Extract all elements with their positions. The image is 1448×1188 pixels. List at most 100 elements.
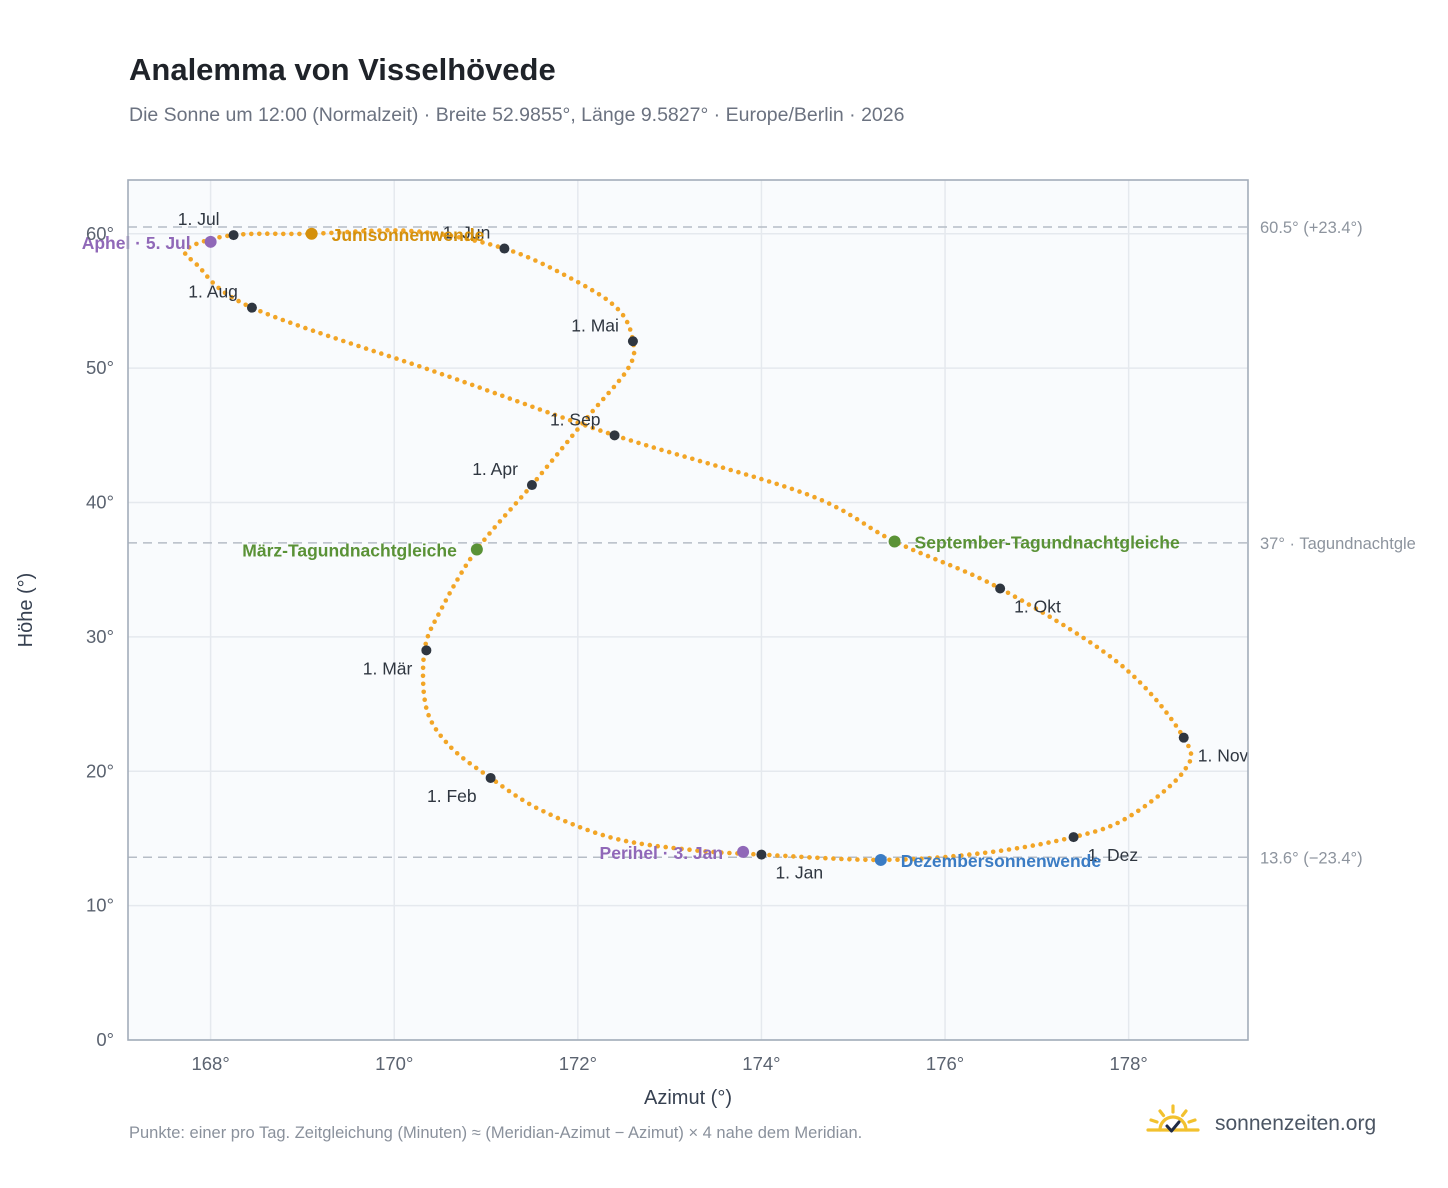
- daily-sun-dot: [472, 238, 478, 243]
- daily-sun-dot: [567, 417, 573, 423]
- daily-sun-dot: [1074, 631, 1080, 636]
- daily-sun-dot: [524, 489, 529, 494]
- y-tick-label: 50°: [86, 357, 114, 378]
- daily-sun-dot: [791, 854, 796, 859]
- analemma-curve: [182, 228, 1194, 863]
- month-marker: [995, 583, 1006, 594]
- daily-sun-dot: [1188, 751, 1194, 756]
- daily-sun-dot: [502, 513, 508, 518]
- daily-sun-dot: [280, 317, 286, 323]
- daily-sun-dot: [848, 512, 853, 518]
- daily-sun-dot: [356, 343, 361, 349]
- daily-sun-dot: [186, 245, 192, 250]
- daily-sun-dot: [982, 850, 988, 856]
- daily-sun-dot: [461, 756, 466, 761]
- event-marker: [874, 853, 887, 866]
- daily-sun-dot: [513, 501, 519, 506]
- daily-sun-dot: [417, 364, 422, 369]
- daily-sun-dot: [596, 292, 602, 297]
- daily-sun-dot: [329, 230, 334, 236]
- daily-sun-dot: [424, 366, 430, 372]
- daily-sun-dot: [482, 537, 487, 542]
- month-label: 1. Jan: [775, 863, 823, 883]
- daily-sun-dot: [492, 525, 498, 530]
- brand[interactable]: sonnenzeiten.org: [1146, 1104, 1406, 1144]
- daily-sun-dot: [417, 229, 422, 234]
- daily-sun-dot: [935, 855, 940, 860]
- daily-sun-dot: [541, 809, 546, 814]
- daily-sun-dot: [462, 379, 467, 385]
- daily-sun-dot: [500, 393, 505, 399]
- daily-sun-dot: [1126, 669, 1131, 674]
- month-marker: [1178, 732, 1189, 743]
- daily-sun-dot: [713, 463, 718, 468]
- daily-sun-dot: [463, 563, 469, 569]
- daily-sun-dot: [473, 765, 479, 771]
- daily-sun-dot: [592, 830, 598, 835]
- daily-sun-dot: [439, 605, 445, 610]
- y-tick-label: 10°: [86, 895, 114, 916]
- month-marker: [609, 430, 620, 441]
- daily-sun-dot: [432, 369, 437, 374]
- daily-sun-dot: [608, 835, 613, 840]
- x-tick-label: 176°: [926, 1053, 964, 1074]
- daily-sun-dot: [265, 231, 270, 236]
- daily-sun-dot: [273, 314, 278, 320]
- month-label: 1. Nov: [1198, 746, 1249, 766]
- daily-sun-dot: [451, 584, 456, 589]
- daily-sun-dot: [1173, 723, 1179, 728]
- daily-sun-dot: [487, 242, 493, 247]
- daily-sun-dot: [1038, 841, 1043, 847]
- chart-subtitle: Die Sonne um 12:00 (Normalzeit) · Breite…: [129, 104, 905, 126]
- sun-logo-icon: [1146, 1104, 1200, 1133]
- daily-sun-dot: [629, 358, 635, 364]
- daily-sun-dot: [663, 844, 668, 850]
- y-tick-label: 60°: [86, 223, 114, 244]
- daily-sun-dot: [325, 333, 331, 339]
- month-label: 1. Aug: [188, 282, 238, 302]
- daily-sun-dot: [401, 228, 406, 233]
- daily-sun-dot: [616, 837, 621, 842]
- x-axis-title: Azimut (°): [644, 1087, 732, 1109]
- daily-sun-dot: [289, 231, 294, 237]
- daily-sun-dot: [409, 228, 414, 234]
- daily-sun-dot: [432, 619, 437, 624]
- daily-sun-dot: [911, 856, 916, 862]
- daily-sun-dot: [970, 572, 975, 577]
- daily-sun-dot: [547, 265, 553, 270]
- daily-sun-dot: [549, 458, 555, 463]
- daily-sun-dot: [433, 231, 438, 236]
- daily-sun-dot: [438, 733, 444, 739]
- daily-sun-dot: [257, 231, 262, 237]
- plot-background: [128, 180, 1248, 1040]
- daily-sun-dot: [1047, 614, 1052, 619]
- daily-sun-dot: [577, 825, 583, 830]
- daily-sun-dot: [459, 570, 464, 575]
- daily-sun-dot: [1161, 789, 1167, 794]
- daily-sun-dot: [426, 712, 431, 718]
- daily-sun-dot: [265, 312, 271, 317]
- daily-sun-dot: [775, 853, 780, 858]
- y-tick-label: 20°: [86, 760, 114, 781]
- month-label: 1. Feb: [427, 786, 477, 806]
- daily-sun-dot: [522, 401, 528, 407]
- daily-sun-dot: [815, 855, 820, 861]
- daily-sun-dot: [533, 258, 538, 263]
- daily-sun-dot: [1019, 598, 1025, 603]
- daily-sun-dot: [624, 319, 630, 325]
- daily-sun-dot: [659, 447, 664, 453]
- daily-sun-dot: [249, 231, 254, 237]
- daily-sun-dot: [369, 228, 374, 234]
- y-axis-ticks: 0° 10° 20° 30° 40° 50° 60°: [86, 223, 114, 1050]
- daily-sun-dot: [1081, 635, 1086, 641]
- daily-sun-dot: [353, 229, 358, 234]
- chart-title: Analemma von Visselhövede: [129, 52, 556, 87]
- daily-sun-dot: [682, 454, 687, 459]
- daily-sun-dot: [947, 562, 953, 568]
- daily-sun-dot: [507, 396, 513, 401]
- daily-sun-dot: [1142, 803, 1148, 809]
- footnote: Punkte: einer pro Tag. Zeitgleichung (Mi…: [129, 1124, 863, 1142]
- x-tick-label: 170°: [375, 1053, 413, 1074]
- daily-sun-dot: [807, 855, 812, 860]
- daily-sun-dot: [933, 556, 938, 562]
